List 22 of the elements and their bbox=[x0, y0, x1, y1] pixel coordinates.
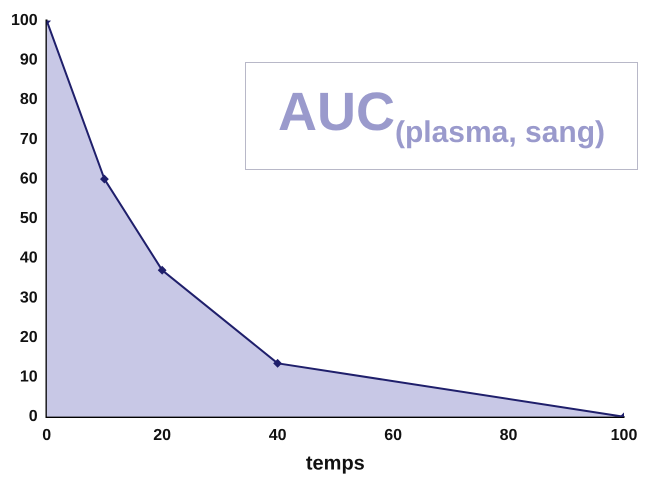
point bbox=[100, 175, 108, 184]
y-tick-label: 50 bbox=[20, 210, 38, 228]
y-tick-label: 80 bbox=[20, 91, 38, 108]
point bbox=[274, 359, 282, 368]
x-axis-title: temps bbox=[306, 452, 365, 475]
x-tick-label: 20 bbox=[153, 426, 172, 444]
annotation: AUC$_{(plasma, sang)}$ bbox=[278, 82, 606, 148]
y-tick-label: 70 bbox=[20, 130, 38, 148]
y-tick-label: 60 bbox=[20, 170, 38, 188]
point bbox=[158, 266, 166, 274]
x-tick-label: 0 bbox=[42, 426, 52, 444]
y-tick-label: 90 bbox=[20, 52, 38, 69]
y-tick-label: 40 bbox=[20, 250, 38, 267]
y-tick-label: 0 bbox=[28, 408, 38, 426]
y-tick-label: 10 bbox=[20, 368, 38, 386]
y-tick-label: 100 bbox=[10, 12, 38, 30]
x-tick-label: 40 bbox=[268, 426, 287, 444]
x-tick-label: 80 bbox=[500, 426, 518, 444]
x-tick-label: 60 bbox=[384, 426, 402, 444]
y-tick-label: 30 bbox=[20, 289, 38, 306]
y-tick-label: 20 bbox=[20, 328, 38, 346]
x-tick-label: 100 bbox=[610, 426, 638, 444]
